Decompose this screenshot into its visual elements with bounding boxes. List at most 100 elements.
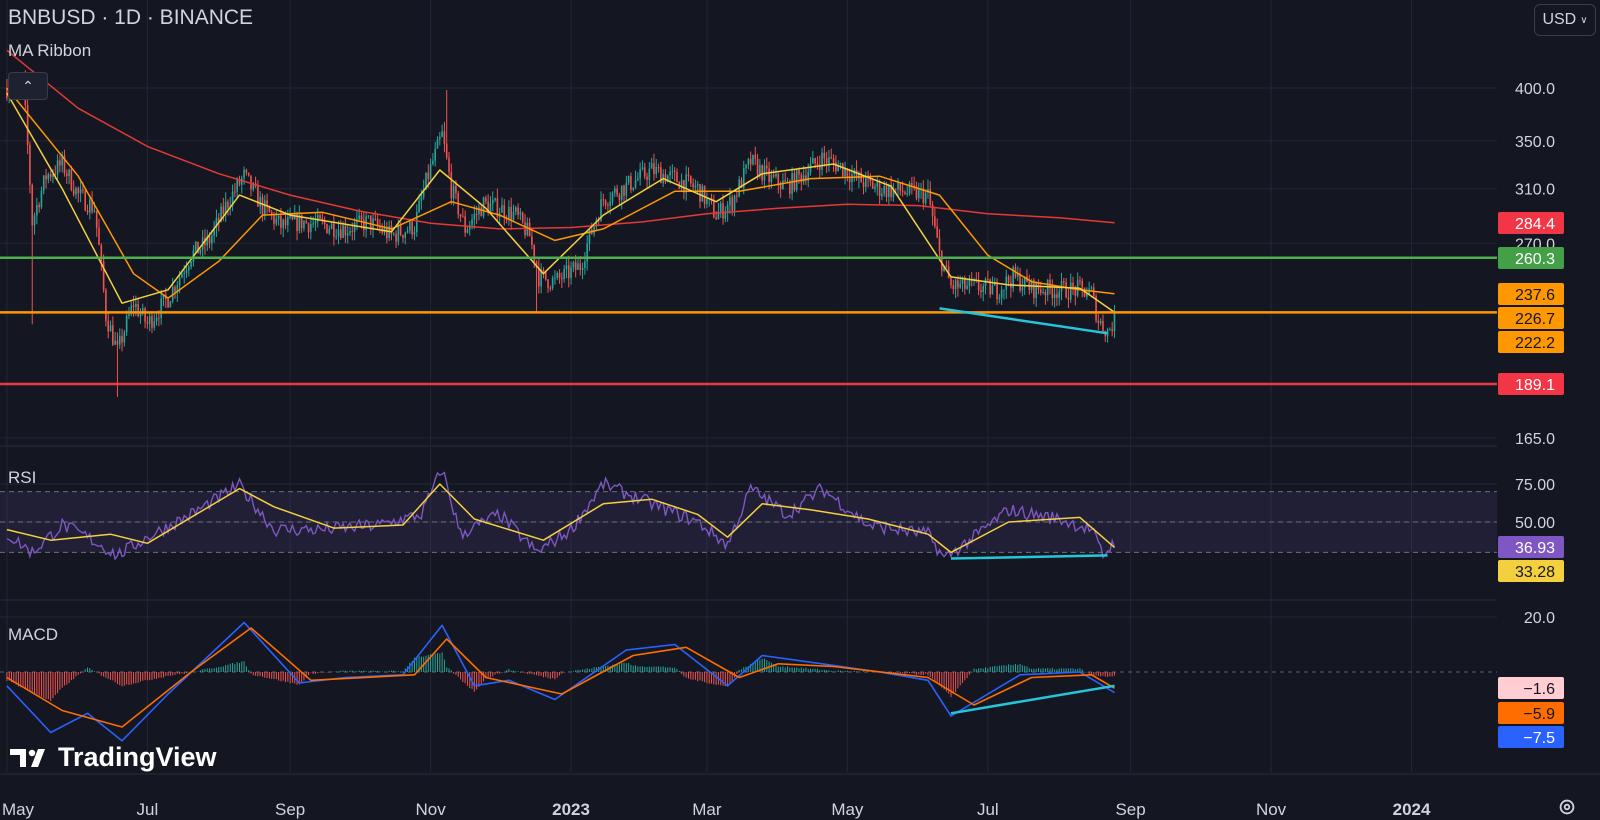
candle-body [547, 279, 549, 288]
candle-body [894, 188, 897, 190]
candle-body [878, 181, 881, 197]
price-tag [1498, 373, 1564, 395]
candle-body [280, 215, 282, 228]
time-axis-label: May [831, 800, 864, 819]
candle-body [178, 277, 181, 286]
candle-body [167, 298, 169, 308]
candle-body [107, 320, 110, 332]
candle-body [169, 301, 172, 308]
collapse-indicators-button[interactable]: ⌃ [8, 72, 48, 100]
candle-body [706, 198, 708, 205]
candle-body [1067, 297, 1070, 300]
macd-value-tag-label: −7.5 [1523, 730, 1555, 747]
candle-body [726, 205, 729, 213]
candle-body [420, 196, 423, 201]
candle-body [938, 237, 941, 252]
candle-body [98, 227, 100, 246]
candle-body [991, 285, 994, 295]
candle-body [731, 197, 734, 211]
candle-body [567, 265, 570, 279]
candle-body [673, 170, 676, 173]
candle-body [275, 218, 278, 224]
candle-body [181, 273, 183, 278]
candle-body [637, 178, 639, 181]
macd-axis-label: 20.0 [1524, 610, 1555, 627]
candle-body [70, 169, 73, 190]
candle-body [752, 154, 754, 165]
candle-body [153, 321, 156, 328]
candle-body [475, 213, 478, 215]
candle-body [273, 214, 275, 224]
candle-body [602, 199, 605, 201]
candle-body [577, 263, 579, 270]
candle-body [521, 212, 524, 223]
candle-body [1019, 273, 1021, 291]
candle-body [91, 199, 93, 212]
candle-body [975, 279, 978, 281]
candle-body [88, 199, 91, 213]
macd-value-tag-label: −1.6 [1523, 681, 1555, 698]
candle-body [634, 180, 637, 188]
candle-body [993, 282, 996, 286]
candle-body [584, 261, 586, 268]
candle-body [814, 158, 816, 164]
candle-body [282, 219, 285, 228]
candle-body [535, 261, 538, 268]
candle-body [823, 152, 826, 159]
candle-body [835, 162, 837, 172]
ma-ribbon-label[interactable]: MA Ribbon [8, 41, 92, 60]
gear-icon[interactable] [1556, 796, 1578, 818]
candle-body [462, 216, 464, 218]
candle-body [664, 174, 667, 183]
candle-body [768, 168, 770, 183]
candle-body [510, 206, 512, 220]
candle-body [114, 340, 116, 345]
candle-body [987, 279, 989, 281]
ma-red-line [6, 49, 1115, 230]
candle-body [349, 231, 351, 234]
candle-body [427, 172, 430, 180]
candle-body [445, 143, 448, 158]
candle-body [363, 219, 365, 231]
candle-body [692, 183, 694, 188]
candle-body [227, 201, 229, 208]
candle-body [429, 163, 432, 180]
price-trendline [939, 307, 1108, 335]
candle-body [351, 231, 354, 233]
candle-body [116, 340, 119, 345]
candle-body [42, 175, 45, 191]
time-axis-label: Mar [692, 800, 722, 819]
candle-body [904, 192, 906, 194]
candle-body [729, 197, 731, 206]
candle-body [413, 232, 416, 235]
macd-label[interactable]: MACD [8, 625, 59, 644]
candle-body [411, 221, 413, 235]
candle-body [261, 196, 264, 215]
candle-body [319, 215, 321, 219]
candle-body [623, 185, 625, 196]
candle-body [551, 277, 554, 288]
candle-body [680, 180, 683, 189]
candle-body [779, 184, 782, 189]
candle-body [917, 188, 920, 199]
candle-body [924, 192, 927, 204]
candle-body [908, 182, 911, 194]
candle-body [1005, 276, 1008, 290]
candle-body [945, 265, 948, 267]
tradingview-mark-icon [10, 748, 45, 767]
candle-body [876, 181, 879, 187]
candle-body [745, 164, 747, 169]
candle-body [130, 305, 133, 315]
rsi-label[interactable]: RSI [8, 468, 37, 487]
candle-body [222, 206, 225, 215]
candle-body [1058, 291, 1061, 298]
candle-body [759, 165, 761, 176]
candle-body [581, 267, 584, 270]
candle-body [93, 210, 96, 212]
macd-value-tag [1498, 677, 1564, 699]
currency-select[interactable]: USD ∨ [1534, 4, 1596, 36]
candle-body [155, 317, 158, 322]
candle-body [761, 165, 763, 181]
symbol-title[interactable]: BNBUSD · 1D · BINANCE [8, 6, 254, 29]
